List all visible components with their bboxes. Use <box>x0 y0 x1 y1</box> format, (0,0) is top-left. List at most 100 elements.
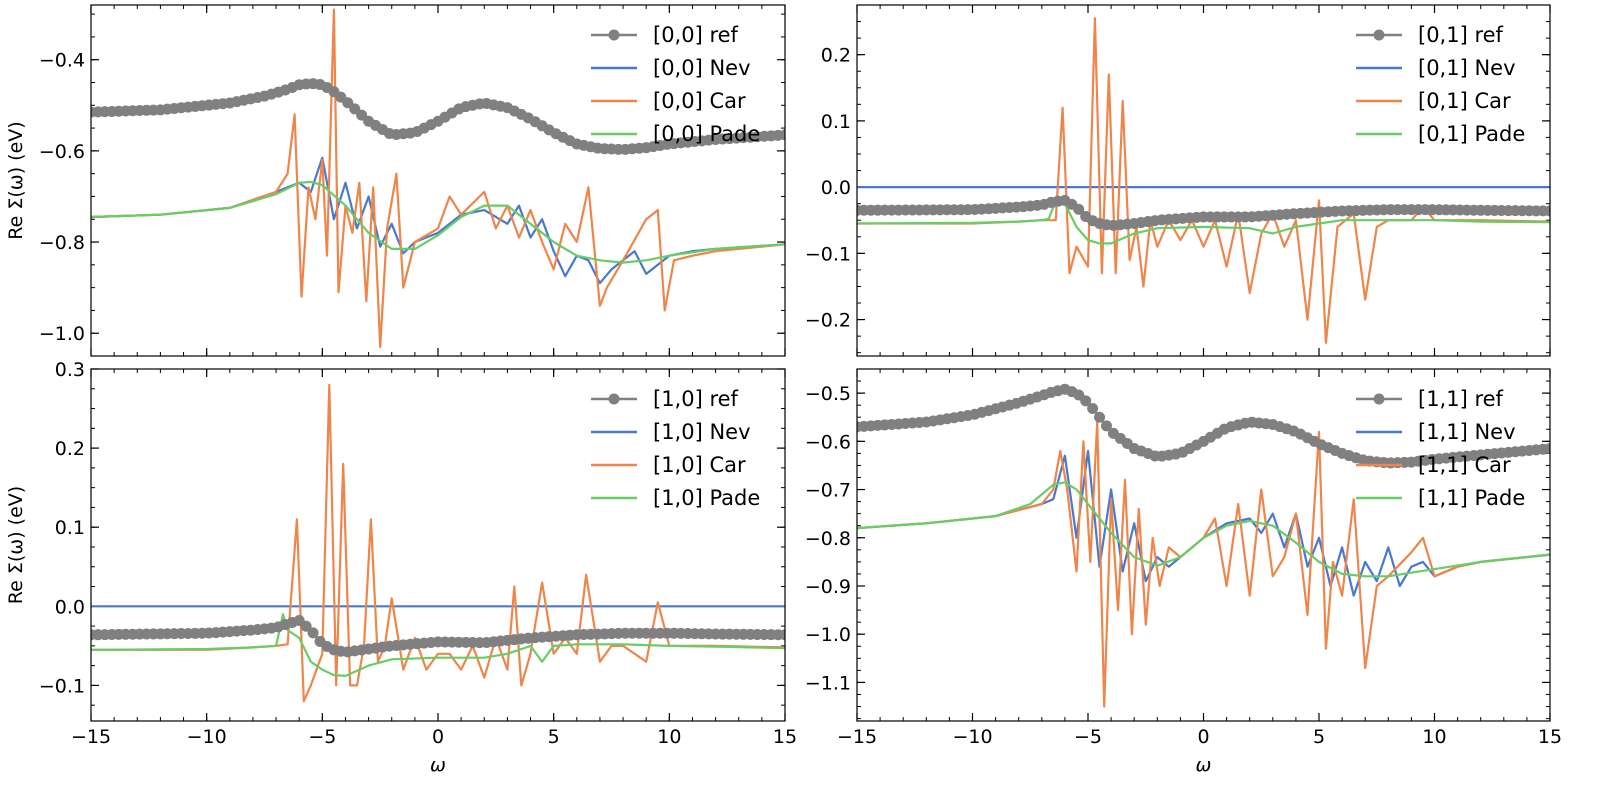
legend-label: [0,0] Car <box>653 89 746 113</box>
legend-item: [0,0] Nev <box>591 56 751 80</box>
x-tick-label: 0 <box>1197 726 1209 748</box>
legend: [0,0] ref [0,0] Nev [0,0] Car [0,0] Pade <box>591 23 760 146</box>
legend-item: [0,0] Car <box>591 89 746 113</box>
plot-area <box>857 383 1550 708</box>
y-tick-label: −0.9 <box>805 576 851 598</box>
data-point <box>1100 420 1112 432</box>
axes-frame <box>90 4 786 357</box>
legend-item: [1,0] Car <box>591 453 746 477</box>
y-tick-label: −0.4 <box>39 50 85 72</box>
y-tick-label: 0.2 <box>55 438 85 460</box>
legend-label: [1,1] Pade <box>1418 486 1525 510</box>
legend-label: [0,0] Pade <box>653 122 760 146</box>
legend-marker <box>608 393 620 405</box>
data-point <box>300 620 312 632</box>
legend-label: [0,1] ref <box>1418 23 1504 47</box>
axes-frame <box>90 368 786 722</box>
y-tick-label: −1.1 <box>805 672 851 694</box>
y-tick-label: −0.1 <box>805 243 851 265</box>
data-point <box>1094 411 1106 423</box>
legend-label: [1,1] ref <box>1418 387 1504 411</box>
legend-label: [0,1] Pade <box>1418 122 1525 146</box>
data-point <box>1544 205 1550 217</box>
y-tick-label: −1.0 <box>39 323 85 345</box>
panel-top-left: −1.0−0.8−0.6−0.4Re Σ(ω) (eV)[0,0] ref[0,… <box>5 4 786 357</box>
data-point <box>779 129 785 141</box>
x-tick-label: 0 <box>432 726 444 748</box>
data-point <box>779 629 785 641</box>
y-tick-label: 0.0 <box>821 177 851 199</box>
y-tick-label: 0.1 <box>821 111 851 133</box>
panel-top-right: −0.2 −0.1 0.0 0.1 0.2 [0,1] ref [0,1] Nev [0,1]… <box>805 4 1551 357</box>
x-axis-label: ω <box>1196 754 1212 776</box>
series-ref <box>91 78 785 155</box>
y-tick-label: 0.3 <box>55 359 85 381</box>
axes: −15 −10 −5 0 5 10 15 −1.1 −1.0 −0.9 −0.8 −0.7 −0.6 −0… <box>805 368 1562 776</box>
x-tick-label: −10 <box>187 726 227 748</box>
y-tick-label: −0.8 <box>39 232 85 254</box>
series-ref <box>857 194 1550 231</box>
series-ref <box>91 615 785 658</box>
legend-label: [1,1] Car <box>1418 453 1511 477</box>
plot-area <box>857 17 1550 344</box>
data-point <box>1073 203 1085 215</box>
x-tick-label: 15 <box>1538 726 1562 748</box>
axes-frame <box>856 4 1551 357</box>
legend-label: [0,0] ref <box>653 23 739 47</box>
x-tick-label: −5 <box>1074 726 1102 748</box>
y-tick-label: 0.2 <box>821 45 851 67</box>
y-tick-label: −0.8 <box>805 528 851 550</box>
data-point <box>1087 403 1099 415</box>
legend-marker <box>608 29 620 41</box>
legend-marker <box>1373 393 1385 405</box>
series-nev <box>91 156 785 285</box>
plot-area <box>91 383 785 703</box>
legend-label: [1,0] Nev <box>653 420 751 444</box>
legend: [1,0] ref [1,0] Nev [1,0] Car [1,0] Pade <box>591 387 760 510</box>
panel-bottom-left: −15 −10 −5 0 5 10 15 −0.1 0.0 0.1 0.2 0.3 Re Σ(ω) (e… <box>5 359 797 776</box>
series-pade <box>91 613 785 678</box>
x-tick-label: −15 <box>71 726 111 748</box>
data-point <box>307 627 319 639</box>
legend-label: [1,0] Pade <box>653 486 760 510</box>
y-axis-label: Re Σ(ω) (eV) <box>5 486 27 604</box>
y-tick-label: −0.6 <box>39 141 85 163</box>
legend-marker <box>1373 29 1385 41</box>
legend-item: [1,1] Pade <box>1356 486 1525 510</box>
legend-item: [1,1] ref <box>1356 387 1504 411</box>
y-tick-label: −1.0 <box>805 624 851 646</box>
x-axis-label: ω <box>430 754 446 776</box>
legend-item: [1,0] Pade <box>591 486 760 510</box>
legend-label: [1,1] Nev <box>1418 420 1516 444</box>
plot-area <box>91 8 785 348</box>
legend: [1,1] ref [1,1] Nev [1,1] Car [1,1] Pade <box>1356 387 1525 510</box>
axes: −15 −10 −5 0 5 10 15 −0.1 0.0 0.1 0.2 0.3 Re Σ(ω) (e… <box>5 359 797 776</box>
x-tick-label: 10 <box>1422 726 1446 748</box>
x-tick-label: 10 <box>657 726 681 748</box>
legend-item: [1,1] Nev <box>1356 420 1516 444</box>
legend-item: [0,1] Pade <box>1356 122 1525 146</box>
data-point <box>1544 443 1550 455</box>
legend-item: [0,1] Car <box>1356 89 1511 113</box>
legend-item: [0,0] Pade <box>591 122 760 146</box>
y-tick-label: 0.0 <box>55 596 85 618</box>
x-tick-label: 5 <box>548 726 560 748</box>
y-tick-label: −0.6 <box>805 431 851 453</box>
y-tick-label: −0.5 <box>805 383 851 405</box>
series-pade <box>857 481 1550 578</box>
legend-item: [1,0] ref <box>591 387 739 411</box>
panel-bottom-right: −15 −10 −5 0 5 10 15 −1.1 −1.0 −0.9 −0.8 −0.7 −0.6 −0… <box>805 368 1562 776</box>
legend-item: [0,1] ref <box>1356 23 1504 47</box>
series-car <box>857 17 1550 344</box>
legend-label: [0,1] Nev <box>1418 56 1516 80</box>
legend-label: [0,0] Nev <box>653 56 751 80</box>
legend-label: [1,0] ref <box>653 387 739 411</box>
axes-frame <box>856 368 1551 722</box>
legend-item: [1,0] Nev <box>591 420 751 444</box>
x-tick-label: −10 <box>952 726 992 748</box>
series-pade <box>91 180 785 264</box>
legend-label: [0,1] Car <box>1418 89 1511 113</box>
y-tick-label: −0.2 <box>805 310 851 332</box>
x-tick-label: −5 <box>308 726 336 748</box>
x-tick-label: 5 <box>1313 726 1325 748</box>
